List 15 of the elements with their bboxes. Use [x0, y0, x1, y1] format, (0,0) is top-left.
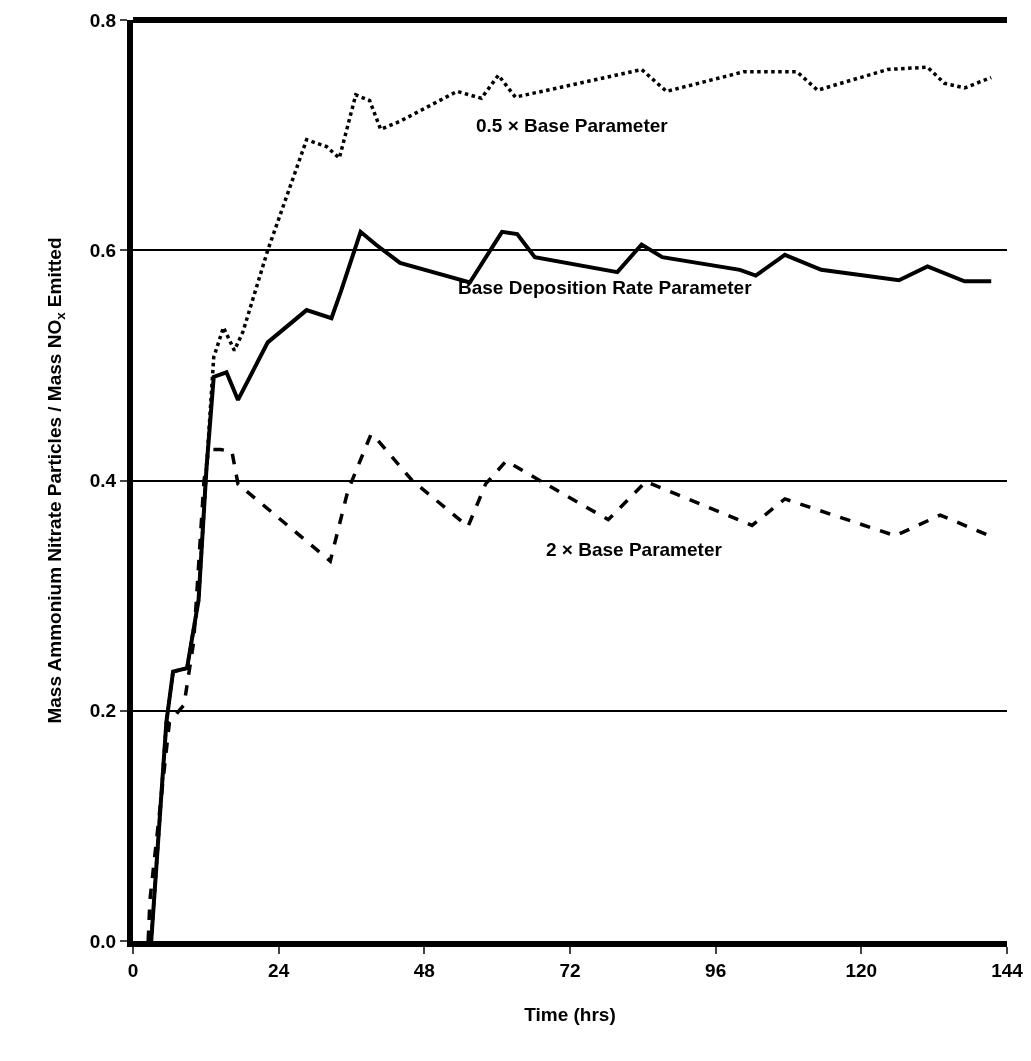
x-tick-label: 0 [127, 959, 139, 981]
x-tick-label: 48 [413, 959, 435, 981]
y-tick-label: 0.4 [89, 470, 117, 492]
y-tick-label: 0.8 [89, 9, 117, 31]
x-tick-label: 96 [705, 959, 727, 981]
series-label: 0.5 × Base Parameter [476, 115, 669, 136]
series-label: 2 × Base Parameter [546, 539, 723, 560]
x-tick-label: 120 [845, 959, 878, 981]
x-tick-label: 24 [268, 959, 290, 981]
y-tick-label: 0.6 [89, 239, 117, 261]
x-axis-title: Time (hrs) [524, 1004, 616, 1026]
x-tick-label: 144 [991, 959, 1024, 981]
y-tick-label: 0.0 [89, 930, 117, 952]
y-tick-label: 0.2 [89, 700, 117, 722]
x-tick-label: 72 [559, 959, 581, 981]
